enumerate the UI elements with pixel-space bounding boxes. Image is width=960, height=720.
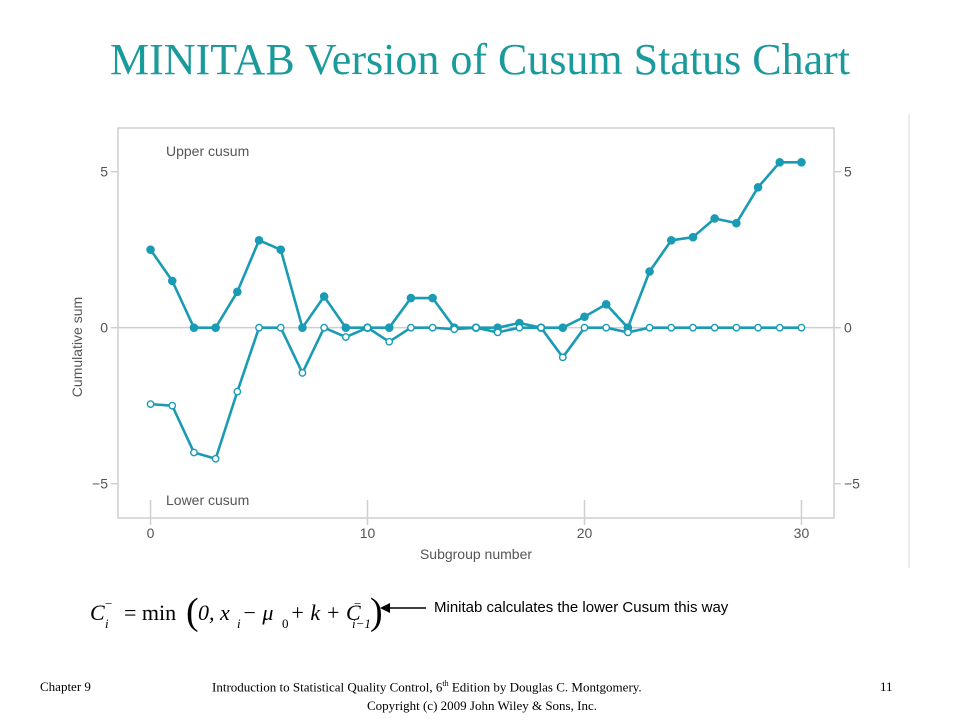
formula-min: = min (124, 600, 176, 625)
slide-title: MINITAB Version of Cusum Status Chart (110, 35, 850, 84)
lower-cusum-line (150, 326, 802, 461)
lower-cusum-point (190, 448, 198, 457)
plot-frame (117, 127, 835, 519)
upper-cusum-point (753, 182, 763, 192)
lower-cusum-point (775, 323, 784, 332)
upper-cusum-point (146, 245, 155, 254)
lower-cusum-formula: C − i = min ( 0, x i − μ 0 + k + C − i−1… (86, 588, 386, 638)
y-tick-label-right: 5 (844, 164, 852, 180)
upper-cusum-point (233, 287, 242, 297)
upper-cusum-line (149, 161, 802, 329)
formula-note: Minitab calculates the lower Cusum this … (434, 599, 729, 616)
formula-lhs-sup: − (105, 596, 112, 611)
y-tick-label-left: 0 (100, 320, 108, 336)
lower-cusum-point (168, 401, 177, 410)
lower-cusum-point (645, 323, 654, 332)
upper-cusum-point (732, 218, 741, 228)
lower-cusum-point (255, 323, 263, 332)
lower-cusum-point (797, 323, 806, 332)
formula-open-paren: ( (186, 591, 199, 633)
footer-page-number: 11 (880, 679, 893, 694)
lower-cusum-point (407, 323, 415, 332)
x-tick-label: 0 (147, 525, 155, 541)
formula-body-sub1: i (237, 616, 241, 631)
y-tick-label-right: 0 (844, 320, 852, 336)
formula-body-b: − μ (242, 600, 273, 625)
annotation-upper-cusum: Upper cusum (166, 143, 249, 159)
upper-cusum-point (384, 323, 394, 332)
arrow-icon (380, 603, 426, 613)
upper-cusum-point (797, 158, 806, 167)
cusum-chart: 5 50 0−5 −50 10 20 30 Upper cusum Lower cusum … (69, 114, 910, 568)
lower-cusum-point (146, 400, 155, 409)
lower-cusum-point (472, 323, 480, 332)
lower-cusum-point (710, 323, 719, 332)
formula-body-sub3: i−1 (352, 616, 371, 631)
formula-lhs: C (90, 600, 105, 625)
upper-cusum-point (276, 245, 286, 254)
upper-cusum-point (341, 323, 351, 332)
formula-body-c: + k + C (290, 600, 361, 625)
upper-cusum-point (645, 267, 654, 276)
lower-cusum-point (276, 323, 285, 332)
lower-cusum-point (667, 323, 676, 332)
y-axis-label: Cumulative sum (69, 297, 85, 397)
lower-cusum-point (558, 353, 567, 362)
lower-cusum-point (341, 333, 350, 341)
lower-cusum-point (320, 323, 329, 332)
footer-book-sup: th (442, 679, 449, 688)
y-tick-label-left: 5 (100, 164, 108, 180)
lower-cusum-point (428, 323, 437, 332)
upper-cusum-point (406, 293, 416, 303)
lower-cusum-point (493, 328, 502, 337)
upper-cusum-point (666, 236, 676, 245)
upper-cusum-point (428, 293, 437, 303)
formula-body-a: 0, x (198, 600, 230, 625)
lower-cusum-point (385, 337, 394, 346)
x-tick-label: 10 (360, 525, 376, 541)
lower-cusum-point (689, 323, 697, 332)
upper-cusum-point (167, 276, 177, 286)
upper-cusum-point (298, 323, 307, 332)
x-tick-label: 20 (577, 525, 593, 541)
lower-cusum-point (298, 369, 307, 377)
footer-book-pre: Introduction to Statistical Quality Cont… (212, 679, 443, 695)
lower-cusum-point (754, 323, 762, 332)
lower-cusum-point (450, 325, 459, 334)
lower-cusum-point (732, 323, 741, 332)
lower-cusum-point (211, 454, 220, 463)
upper-cusum-point (710, 214, 719, 223)
upper-cusum-point (254, 236, 264, 245)
upper-cusum-point (558, 323, 568, 332)
formula-lhs-sub: i (105, 616, 109, 631)
upper-cusum-point (211, 323, 220, 332)
upper-cusum-point (688, 232, 698, 242)
lower-cusum-point (233, 387, 242, 396)
footer-chapter: Chapter 9 (40, 679, 91, 694)
footer-book: Introduction to Statistical Quality Cont… (212, 679, 752, 695)
x-axis-label: Subgroup number (420, 546, 532, 562)
y-tick-label-right: −5 (844, 476, 860, 492)
upper-cusum-point (189, 323, 199, 332)
formula-body-sup3: − (354, 596, 361, 611)
lower-cusum-point (537, 323, 545, 332)
lower-cusum-point (515, 323, 524, 332)
upper-cusum-point (319, 292, 329, 301)
formula-close-paren: ) (370, 591, 383, 633)
upper-cusum-point (601, 299, 611, 309)
upper-cusum-point (580, 312, 589, 322)
x-tick-label: 30 (794, 525, 810, 541)
annotation-lower-cusum: Lower cusum (166, 492, 249, 508)
upper-cusum-point (775, 158, 785, 167)
footer-book-post: Edition by Douglas C. Montgomery. (448, 679, 642, 695)
lower-cusum-point (363, 323, 372, 332)
lower-cusum-point (623, 328, 632, 337)
lower-cusum-point (602, 323, 611, 332)
y-tick-label-left: −5 (92, 476, 108, 492)
footer-copyright: Copyright (c) 2009 John Wiley & Sons, In… (367, 698, 597, 713)
formula-body-sub2: 0 (282, 616, 289, 631)
lower-cusum-point (580, 323, 589, 332)
